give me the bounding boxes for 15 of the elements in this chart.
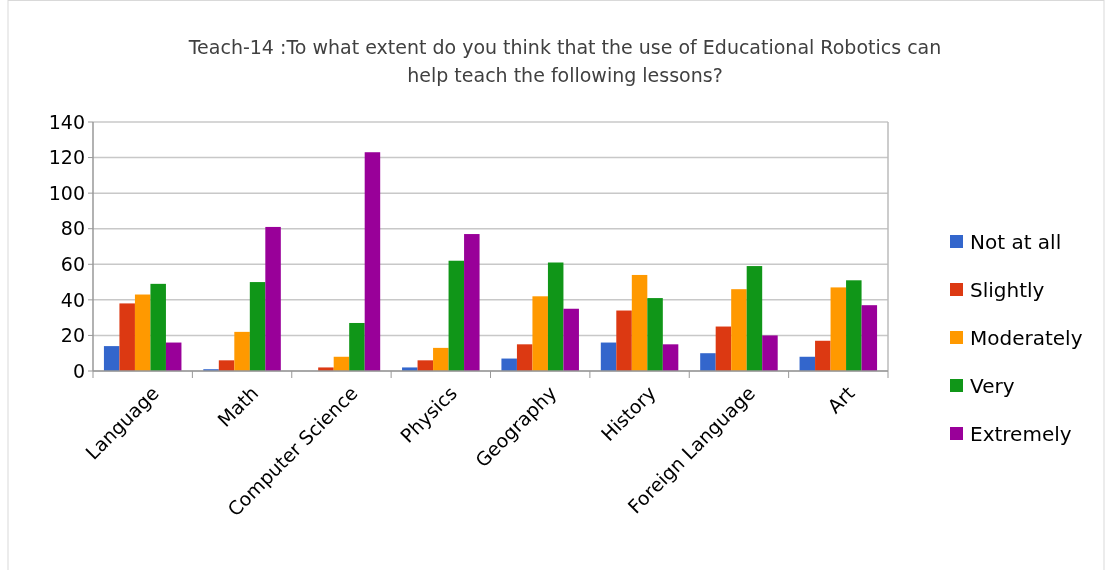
y-tick-label: 0 (72, 359, 85, 382)
y-tick-label: 140 (48, 110, 85, 133)
legend-label: Very (970, 374, 1015, 398)
y-tick-label: 80 (60, 217, 85, 240)
y-tick-label: 100 (48, 181, 85, 204)
y-tick-label: 20 (60, 324, 85, 347)
legend-label: Slightly (970, 278, 1045, 302)
legend-label: Extremely (970, 422, 1072, 446)
y-tick-label: 60 (60, 252, 85, 275)
x-tick-label: Art (823, 381, 859, 418)
y-tick-label: 120 (48, 146, 85, 169)
legend-label: Not at all (970, 230, 1062, 254)
y-tick-label: 40 (60, 288, 85, 311)
chart-title: Teach-14 :To what extent do you think that the use of Educational Robotics can help teach the following lessons? (187, 36, 942, 86)
legend-label: Moderately (970, 326, 1083, 350)
